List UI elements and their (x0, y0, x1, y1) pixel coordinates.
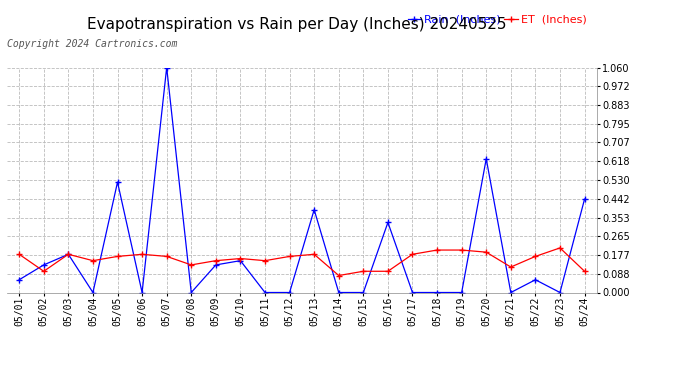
Legend: Rain  (Inches), ET  (Inches): Rain (Inches), ET (Inches) (404, 10, 591, 29)
Text: Evapotranspiration vs Rain per Day (Inches) 20240525: Evapotranspiration vs Rain per Day (Inch… (87, 17, 506, 32)
Text: Copyright 2024 Cartronics.com: Copyright 2024 Cartronics.com (7, 39, 177, 50)
